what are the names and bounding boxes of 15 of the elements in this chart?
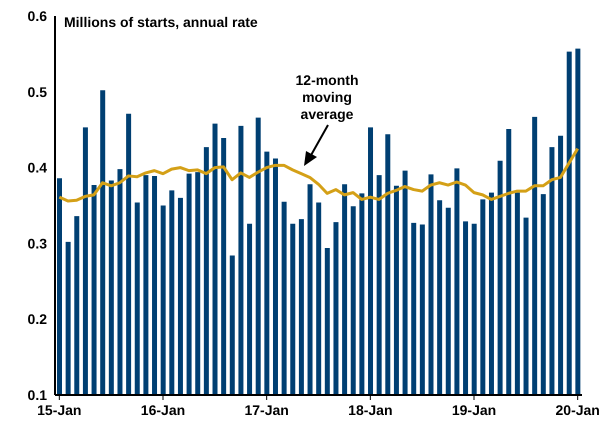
y-tick-label: 0.2 xyxy=(28,311,48,328)
chart-title: Millions of starts, annual rate xyxy=(64,14,258,30)
x-tick-label: 16-Jan xyxy=(140,402,186,418)
x-tick-label: 15-Jan xyxy=(37,402,82,418)
y-tick-label: 0.1 xyxy=(28,386,48,403)
x-tick-label: 19-Jan xyxy=(452,402,496,418)
annotation: 12-month moving average xyxy=(294,72,360,123)
line-series xyxy=(58,147,580,202)
x-tick-label: 17-Jan xyxy=(244,402,289,418)
x-tick-label: 18-Jan xyxy=(348,402,393,418)
y-tick-label: 0.3 xyxy=(28,235,48,252)
y-tick-label: 0.6 xyxy=(28,8,48,24)
x-tick-label: 20-Jan xyxy=(556,402,600,418)
y-tick-label: 0.5 xyxy=(28,84,48,100)
y-tick-label: 0.4 xyxy=(28,160,48,176)
